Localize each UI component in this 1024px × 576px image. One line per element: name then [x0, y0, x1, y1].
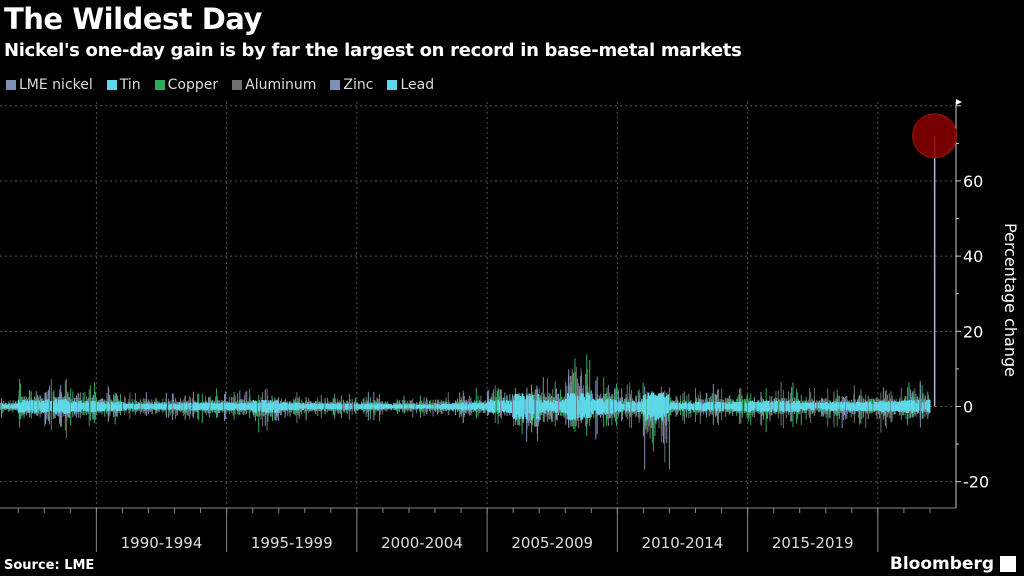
chart-subtitle: Nickel's one-day gain is by far the larg…	[4, 40, 742, 61]
y-tick-label: -20	[963, 473, 989, 492]
legend-swatch	[6, 80, 16, 90]
legend-swatch	[154, 80, 165, 90]
y-tick-label: 0	[963, 398, 973, 417]
highlight-circle	[912, 113, 958, 159]
x-tick-label: 2000-2004	[381, 534, 463, 552]
x-tick-label: 2005-2009	[511, 534, 593, 552]
legend-swatch	[106, 80, 117, 90]
legend-label: Aluminum	[245, 77, 317, 93]
legend-item-nickel: LME nickel	[6, 77, 93, 93]
legend: LME nickel Tin Copper Aluminum Zinc Lead	[6, 77, 434, 93]
source-note: Source: LME	[4, 558, 95, 573]
legend-item-tin: Tin	[106, 77, 141, 93]
x-tick-label: 2010-2014	[642, 534, 724, 552]
legend-label: Copper	[167, 77, 219, 93]
legend-label: Tin	[119, 77, 141, 93]
legend-item-zinc: Zinc	[330, 77, 373, 93]
y-tick-label: 40	[963, 247, 983, 266]
x-tick-label: 2015-2019	[772, 534, 854, 552]
y-tick-label: 20	[963, 322, 983, 341]
legend-label: Lead	[400, 77, 435, 93]
y-axis-label: Percentage change	[1001, 223, 1020, 377]
legend-swatch	[232, 80, 243, 90]
legend-swatch	[387, 80, 398, 90]
legend-item-lead: Lead	[387, 77, 434, 93]
legend-label: Zinc	[343, 77, 374, 93]
legend-label: LME nickel	[19, 77, 93, 93]
x-tick-label: 1990-1994	[121, 534, 203, 552]
brand-logo: Bloomberg	[889, 554, 994, 574]
legend-item-copper: Copper	[154, 77, 219, 93]
y-axis-arrow	[956, 99, 962, 105]
legend-swatch	[330, 80, 341, 90]
chart-title: The Wildest Day	[4, 2, 262, 36]
y-tick-label: 60	[963, 172, 983, 191]
legend-item-aluminum: Aluminum	[232, 77, 316, 93]
x-tick-label: 1995-1999	[251, 534, 333, 552]
bloomberg-icon	[1000, 556, 1016, 572]
